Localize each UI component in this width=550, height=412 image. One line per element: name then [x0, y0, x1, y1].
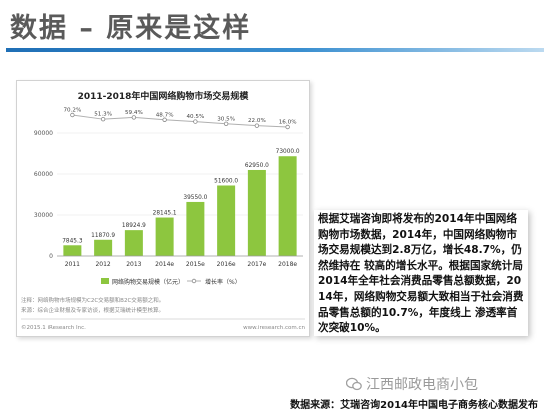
- legend-label-bar: 网络购物交易规模（亿元）: [112, 278, 184, 286]
- growth-rate-point: [100, 116, 106, 122]
- chart-copyright: ©2015.1 iResearch Inc.: [21, 324, 86, 331]
- y-tick-label: 60000: [34, 171, 53, 178]
- growth-rate-point: [162, 117, 167, 122]
- bar-series: 7845.3 2011 11870.9 2012 18924.9 2013 28145.1 2…: [57, 149, 303, 268]
- growth-rate-label: 51.3%: [94, 112, 112, 118]
- x-tick-label: 2018e: [278, 261, 297, 268]
- bar: [94, 239, 113, 256]
- bar: [124, 230, 143, 256]
- bar-value-label: 7845.3: [62, 238, 83, 244]
- source-footer: 数据来源：艾瑞咨询2014年中国电子商务核心数据发布: [290, 400, 538, 411]
- growth-rate-label: 30.5%: [217, 116, 235, 122]
- summary-text: 根据艾瑞咨询即将发布的2014年中国网络购物市场数据，2014年，中国网络购物市…: [318, 213, 524, 335]
- bar: [155, 217, 174, 256]
- watermark-text: 江西邮政电商小包: [366, 377, 478, 393]
- bar-value-label: 62950.0: [245, 163, 269, 169]
- bar: [278, 156, 297, 256]
- bar-value-label: 51600.0: [214, 178, 238, 184]
- legend-swatch-bar: [101, 278, 109, 284]
- bar-value-label: 11870.9: [91, 233, 115, 239]
- growth-rate-point: [223, 121, 229, 126]
- growth-rate-point: [70, 112, 75, 118]
- bar-value-label: 73000.0: [276, 149, 300, 155]
- growth-rate-point: [285, 124, 290, 130]
- growth-rate-point: [131, 115, 137, 120]
- bar: [217, 185, 236, 256]
- bar: [247, 169, 266, 256]
- growth-rate-label: 16.0%: [279, 120, 297, 126]
- chart-site: www.iresearch.com.cn: [243, 325, 305, 331]
- y-tick-label: 30000: [34, 212, 53, 219]
- growth-rate-label: 22.0%: [248, 118, 266, 124]
- growth-rate-label: 70.2%: [63, 108, 81, 114]
- title-underline: [6, 48, 544, 52]
- x-tick-label: 2016e: [217, 261, 236, 268]
- bar: [63, 245, 82, 256]
- y-tick-label: 90000: [34, 130, 53, 137]
- bar: [186, 201, 205, 256]
- x-tick-label: 2013: [126, 261, 141, 268]
- x-tick-label: 2014e: [155, 261, 174, 268]
- chart-note-2: 来源：综合企业财报及专家访谈，根据艾瑞统计模型核算。: [21, 306, 164, 314]
- growth-rate-series: 70.2% 51.3% 59.4% 48.7% 40.5% 30.5% 22.0% 16.0%: [63, 108, 297, 130]
- legend-label-line: 增长率（%）: [205, 278, 241, 286]
- growth-rate-point: [254, 123, 260, 128]
- chart-title: 2011-2018年中国网络购物市场交易规模: [78, 90, 250, 102]
- chart-svg: 2011-2018年中国网络购物市场交易规模 0300006000090000 …: [17, 81, 309, 336]
- legend-marker-line: [191, 278, 197, 284]
- bar-value-label: 39550.0: [183, 195, 207, 201]
- x-tick-label: 2011: [65, 261, 80, 268]
- x-tick-label: 2017e: [247, 261, 266, 268]
- bar-value-label: 28145.1: [153, 211, 177, 217]
- growth-rate-label: 40.5%: [186, 114, 204, 120]
- wechat-icon: [346, 377, 362, 391]
- y-tick-label: 0: [49, 253, 53, 260]
- growth-rate-line: [72, 114, 288, 128]
- growth-rate-label: 59.4%: [125, 110, 143, 116]
- chart-legend: 网络购物交易规模（亿元） 增长率（%）: [101, 278, 241, 286]
- growth-rate-label: 48.7%: [156, 112, 174, 118]
- chart-panel: 2011-2018年中国网络购物市场交易规模 0 30000 60000 90000 …: [16, 80, 310, 337]
- page-title: 数据 – 原来是这样: [10, 13, 252, 44]
- x-tick-label: 2012: [95, 261, 110, 268]
- summary-text-box: 根据艾瑞咨询即将发布的2014年中国网络购物市场数据，2014年，中国网络购物市…: [314, 210, 528, 336]
- x-tick-label: 2015e: [186, 261, 205, 268]
- chart-note-1: 注释：网络购物市场规模为C2C交易额和B2C交易额之和。: [21, 296, 164, 304]
- bar-value-label: 18924.9: [122, 223, 146, 229]
- watermark: 江西邮政电商小包: [346, 374, 478, 394]
- growth-rate-point: [193, 119, 198, 124]
